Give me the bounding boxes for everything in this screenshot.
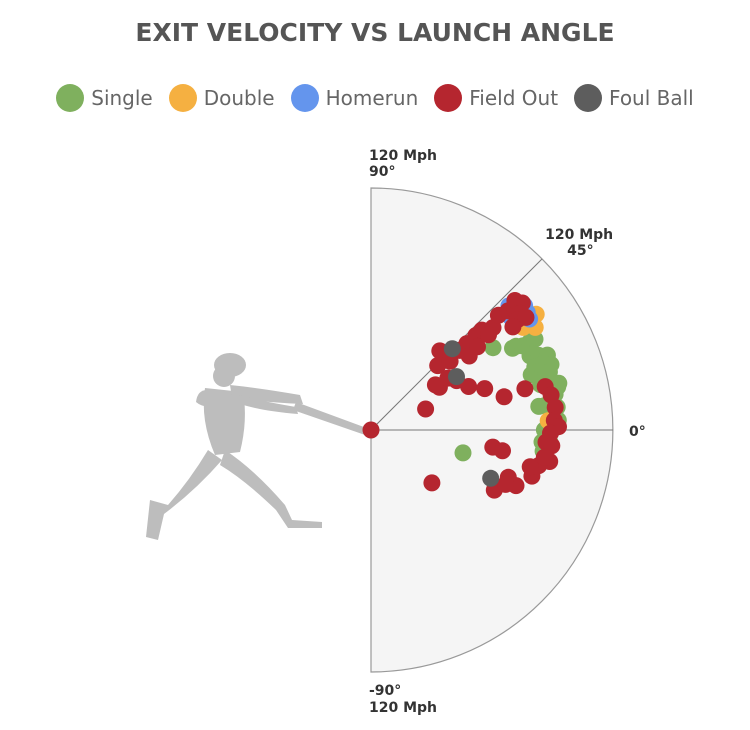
point-single <box>454 444 472 462</box>
point-field-out <box>521 458 539 476</box>
field-layer <box>370 187 614 673</box>
point-foul-ball <box>443 340 461 358</box>
legend-item-field-out: Field Out <box>434 84 558 112</box>
axis-label-bottom-angle: -90° <box>369 683 401 699</box>
legend-label: Foul Ball <box>609 86 694 110</box>
batter-silhouette-icon <box>146 353 372 540</box>
point-field-out <box>517 308 535 326</box>
legend-label: Homerun <box>325 86 419 110</box>
point-field-out <box>495 388 513 406</box>
point-single <box>537 364 554 382</box>
point-field-out <box>417 400 435 418</box>
point-field-out <box>480 326 497 344</box>
legend-swatch <box>290 84 319 112</box>
point-field-out <box>362 421 380 439</box>
point-field-out <box>460 378 478 395</box>
axis-label-0-angle: 0° <box>629 424 646 440</box>
legend-swatch <box>434 84 463 112</box>
legend-item-double: Double <box>168 84 275 112</box>
legend: Single Double Homerun Field Out Foul Ball <box>0 84 750 112</box>
point-field-out <box>516 380 534 398</box>
legend-label: Single <box>91 86 153 110</box>
point-foul-ball <box>482 469 500 487</box>
axis-label-top-speed: 120 Mph <box>369 148 437 164</box>
point-foul-ball <box>448 368 465 386</box>
point-single <box>484 339 502 357</box>
point-field-out <box>504 318 522 336</box>
legend-swatch <box>56 84 85 112</box>
legend-label: Field Out <box>469 86 559 110</box>
legend-label: Double <box>203 86 275 110</box>
point-field-out <box>494 442 511 460</box>
legend-swatch <box>168 84 197 112</box>
legend-item-homerun: Homerun <box>290 84 419 112</box>
point-field-out <box>476 380 494 398</box>
legend-swatch <box>574 84 603 112</box>
legend-item-foul-ball: Foul Ball <box>574 84 694 112</box>
axis-label-45-speed: 120 Mph <box>545 227 613 243</box>
chart-title: EXIT VELOCITY VS LAUNCH ANGLE <box>135 18 615 47</box>
axis-label-bottom-speed: 120 Mph <box>369 700 437 716</box>
point-field-out <box>423 474 441 492</box>
point-field-out <box>546 398 564 416</box>
point-field-out <box>469 338 486 356</box>
legend-item-single: Single <box>56 84 153 112</box>
axis-label-45-angle: 45° <box>567 243 593 259</box>
axis-label-top-angle: 90° <box>369 164 395 180</box>
point-field-out <box>535 448 553 466</box>
point-field-out <box>497 475 515 493</box>
